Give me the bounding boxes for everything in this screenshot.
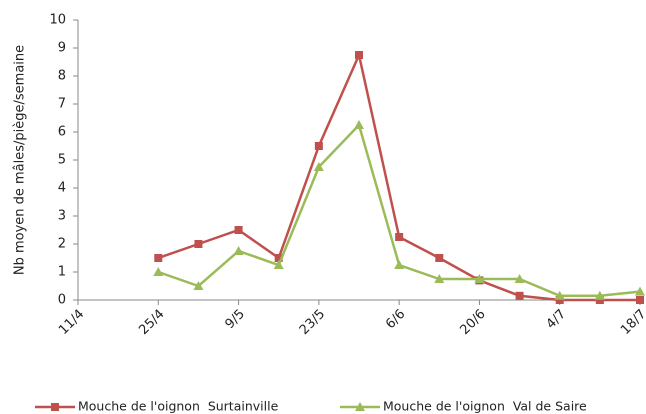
marker	[555, 296, 564, 304]
y-tick-label: 6	[58, 125, 66, 140]
x-tick-label: 4/7	[544, 307, 569, 332]
marker	[193, 281, 204, 290]
marker	[435, 254, 444, 262]
legend-text: Mouche de l'oignon Surtainville	[78, 399, 279, 414]
marker	[635, 286, 645, 296]
y-tick-label: 2	[58, 237, 66, 252]
y-tick-label: 7	[58, 97, 66, 112]
x-tick-label: 20/6	[457, 307, 488, 338]
y-tick-label: 3	[58, 209, 66, 224]
marker	[595, 296, 604, 304]
marker	[313, 162, 324, 171]
x-tick-label: 11/4	[56, 307, 87, 338]
x-tick-label: 9/5	[222, 307, 247, 332]
marker	[355, 51, 363, 59]
legend-item: Mouche de l'oignon Val de Saire	[340, 399, 587, 414]
marker	[394, 260, 405, 269]
marker	[515, 291, 524, 300]
y-tick-label: 4	[58, 181, 66, 196]
marker	[233, 246, 244, 255]
marker	[434, 274, 445, 283]
x-tick-label: 23/5	[297, 307, 328, 338]
y-tick-label: 0	[58, 293, 66, 308]
y-tick-label: 9	[58, 41, 66, 56]
marker	[274, 254, 283, 262]
marker	[273, 260, 284, 269]
marker	[314, 142, 323, 150]
x-tick-label: 18/7	[618, 307, 646, 338]
marker	[153, 267, 164, 276]
marker	[234, 226, 243, 234]
marker	[154, 254, 163, 262]
y-tick-label: 8	[58, 69, 66, 84]
y-axis-label: Nb moyen de mâles/piège/semaine	[13, 45, 28, 275]
marker	[514, 274, 525, 283]
legend-marker	[51, 403, 59, 411]
legend-marker	[355, 402, 365, 411]
marker	[354, 120, 364, 129]
marker	[636, 296, 644, 304]
legend-text: Mouche de l'oignon Val de Saire	[383, 399, 587, 414]
y-tick-label: 5	[58, 153, 66, 168]
marker	[395, 233, 404, 241]
marker	[554, 290, 565, 300]
x-tick-label: 25/4	[136, 307, 167, 338]
marker	[194, 240, 203, 248]
y-tick-label: 10	[49, 13, 66, 28]
legend-item: Mouche de l'oignon Surtainville	[35, 399, 279, 414]
x-tick-label: 6/6	[383, 307, 408, 332]
series-line	[157, 122, 641, 298]
marker	[474, 274, 485, 283]
y-tick-label: 1	[58, 265, 66, 280]
marker	[594, 290, 605, 300]
